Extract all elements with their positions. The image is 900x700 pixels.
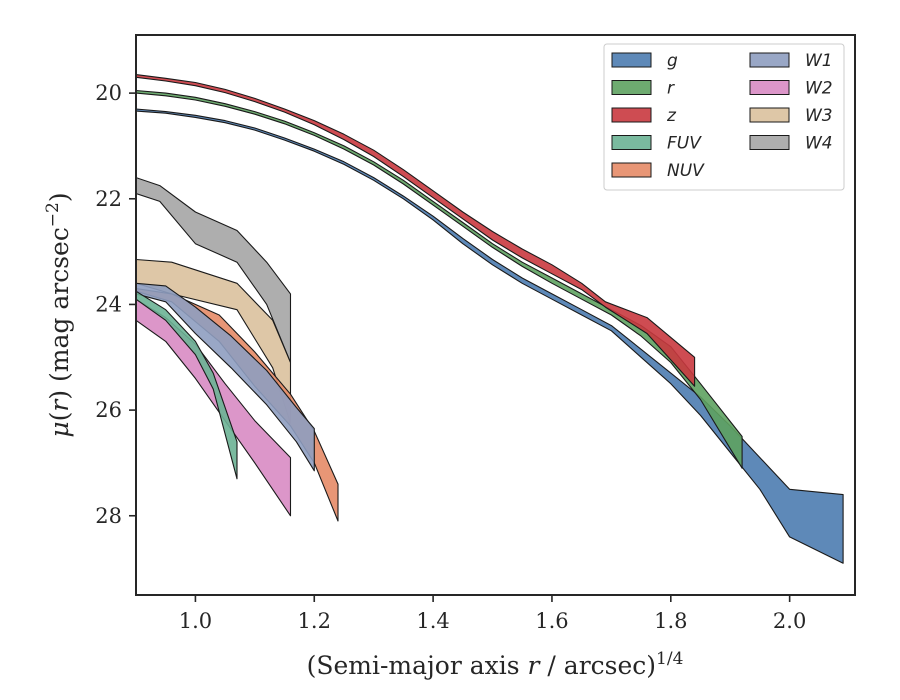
x-axis: 1.0 1.2 1.4 1.6 1.8 2.0 xyxy=(179,595,806,633)
y-label-r: r xyxy=(45,398,74,412)
y-axis: 20 22 24 26 28 xyxy=(95,81,136,528)
legend: grz FUV NUV W1 W2 W3 W4 xyxy=(603,43,845,191)
y-axis-label: μ(r) (mag arcsec−2) xyxy=(43,192,74,437)
legend-label-r: r xyxy=(667,79,675,99)
x-tick-label: 2.0 xyxy=(773,609,806,633)
y-label-mu: μ xyxy=(45,421,74,437)
x-axis-label: (Semi-major axis r / arcsec)1/4 xyxy=(307,649,684,680)
legend-label-w1: W1 xyxy=(805,51,833,71)
legend-swatch-r xyxy=(611,80,652,95)
x-tick-label: 1.6 xyxy=(535,609,568,633)
band-fuv xyxy=(136,290,238,480)
band-r xyxy=(136,89,743,469)
legend-label-z: z xyxy=(666,106,677,126)
y-label-close: ) xyxy=(45,192,74,202)
legend-label-w3: W3 xyxy=(805,106,833,126)
legend-label-fuv: FUV xyxy=(667,134,702,154)
x-label-part-1: (Semi-major axis xyxy=(307,651,528,680)
band-z xyxy=(136,74,696,387)
x-tick-label: 1.0 xyxy=(179,609,212,633)
x-label-part-2: / arcsec) xyxy=(539,651,656,680)
y-tick-label: 26 xyxy=(95,398,122,422)
legend-swatch-z xyxy=(611,107,652,123)
x-label-var: r xyxy=(528,651,542,680)
legend-label-w4: W4 xyxy=(805,134,833,154)
legend-swatch-w1 xyxy=(749,52,790,68)
legend-swatch-nuv xyxy=(611,162,652,178)
band-w1 xyxy=(136,282,315,472)
legend-label-g: g xyxy=(667,51,678,71)
plot-frame xyxy=(135,34,856,596)
x-tick-label: 1.8 xyxy=(654,609,687,633)
x-label-exponent: 1/4 xyxy=(656,649,683,669)
y-tick-label: 28 xyxy=(95,504,122,528)
legend-swatch-w4 xyxy=(749,135,790,150)
legend-label-nuv: NUV xyxy=(667,161,705,181)
band-g xyxy=(136,108,844,564)
y-label-exponent: −2 xyxy=(43,202,63,227)
y-tick-label: 22 xyxy=(95,187,122,211)
legend-swatch-w3 xyxy=(749,107,790,123)
y-label-open: ( xyxy=(45,412,74,422)
y-tick-label: 24 xyxy=(95,292,122,316)
legend-swatch-g xyxy=(611,52,652,68)
legend-swatch-w2 xyxy=(749,80,790,95)
y-tick-label: 20 xyxy=(95,81,122,105)
bands xyxy=(136,74,844,564)
x-tick-label: 1.2 xyxy=(298,609,331,633)
x-tick-label: 1.4 xyxy=(416,609,449,633)
legend-label-w2: W2 xyxy=(805,79,833,99)
legend-swatch-fuv xyxy=(611,135,652,150)
y-label-rest: ) (mag arcsec xyxy=(45,227,74,400)
